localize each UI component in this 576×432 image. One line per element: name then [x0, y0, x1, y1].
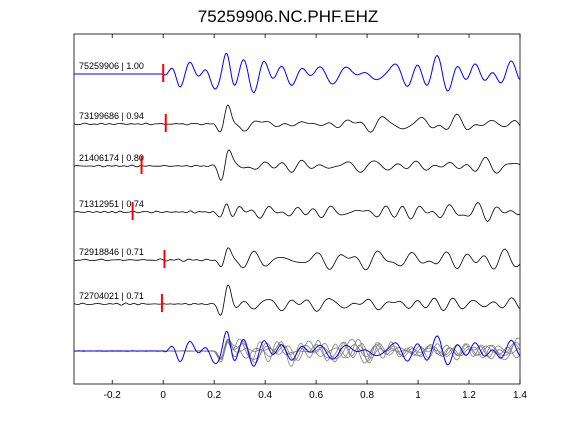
waveform-trace: [73, 149, 521, 181]
trace-label: 21406174 | 0.80: [79, 153, 144, 163]
trace-label: 72704021 | 0.71: [79, 291, 144, 301]
trace-group: [73, 52, 521, 367]
x-tick-label: 1.4: [513, 390, 527, 401]
waveform-trace: [73, 284, 521, 316]
waveform-trace: [74, 52, 521, 94]
trace-label: 72918846 | 0.71: [79, 247, 144, 257]
x-tick-label: 0: [160, 390, 166, 401]
x-tick-label: 1: [415, 390, 421, 401]
trace-label: 71312951 | 0.74: [79, 199, 144, 209]
trace-label: 75259906 | 1.00: [79, 61, 144, 71]
trace-label-group: 75259906 | 1.00 73199686 | 0.94 21406174 |…: [79, 61, 144, 301]
waveform-trace: [73, 247, 521, 271]
x-tick-label: 0.4: [258, 390, 272, 401]
overlay-master-trace: [74, 330, 521, 367]
waveform-trace: [73, 202, 521, 222]
pick-marker-group: [131, 64, 167, 312]
x-axis: -0.2 0 0.2 0.4 0.6 0.8 1 1.2 1.4: [104, 34, 527, 401]
x-tick-label: 0.8: [360, 390, 374, 401]
x-tick-label: 0.2: [207, 390, 221, 401]
waveform-trace: [73, 104, 521, 133]
plot-frame: [73, 33, 521, 385]
x-tick-label: 1.2: [462, 390, 476, 401]
x-tick-label: 0.6: [309, 390, 323, 401]
chart-title: 75259906.NC.PHF.EHZ: [198, 7, 378, 26]
x-tick-label: -0.2: [104, 390, 122, 401]
trace-label: 73199686 | 0.94: [79, 111, 144, 121]
